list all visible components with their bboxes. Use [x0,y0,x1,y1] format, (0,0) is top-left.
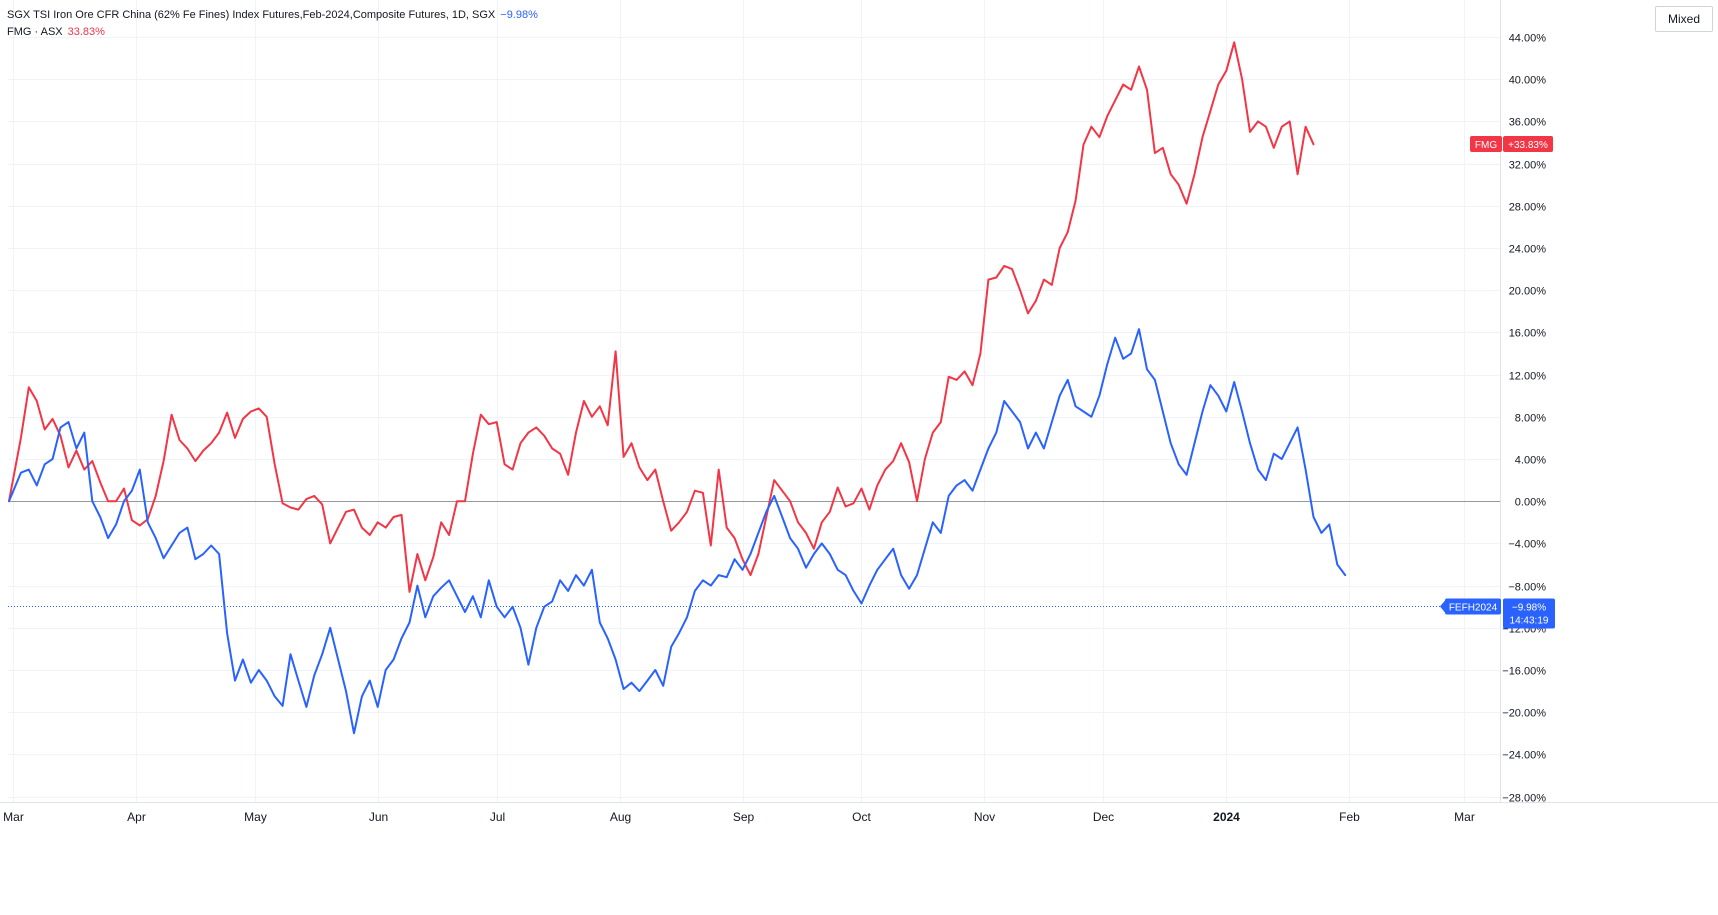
legend-iron-ore-change: −9.98% [500,9,538,21]
y-tick-label: 0.00% [1515,497,1546,509]
x-tick-label: 2024 [1213,810,1240,824]
x-tick-label: Oct [852,810,871,824]
scale-mode-button[interactable]: Mixed [1655,6,1713,32]
legend-fmg-title: FMG · ASX [7,26,63,38]
x-tick-label: Nov [974,810,995,824]
x-tick-label: Sep [733,810,755,824]
y-tick-label: 28.00% [1509,202,1547,214]
fmg-name-tag-text: FMG [1475,140,1497,151]
series-lines [8,41,1347,735]
y-tick-label: 16.00% [1509,328,1547,340]
y-tick-label: 24.00% [1509,244,1547,256]
time-scale: Mar Apr May Jun Jul Aug Sep Oct Nov Dec 2024 Feb Mar [0,802,1718,824]
x-tick-label: Feb [1339,810,1360,824]
last-value-labels: FMG +33.83% FEFH2024 −9.98% 14:43:19 [8,136,1555,629]
price-scale: 44.00% 40.00% 36.00% 32.00% 28.00% 24.00% 20.0… [1500,0,1547,805]
fmg-value-tag-text: +33.83% [1508,140,1548,151]
fef-value-tag-text: −9.98% [1512,603,1546,614]
x-tick-label: Aug [610,810,631,824]
x-tick-label: Mar [1454,810,1475,824]
fef-name-tag-text: FEFH2024 [1449,603,1498,614]
y-tick-label: −8.00% [1508,582,1546,594]
legend-series-iron-ore[interactable]: SGX TSI Iron Ore CFR China (62% Fe Fines… [7,9,538,21]
y-tick-label: −16.00% [1502,666,1546,678]
x-tick-label: Apr [127,810,146,824]
y-tick-label: −28.00% [1502,793,1546,805]
y-tick-label: −4.00% [1508,539,1546,551]
legend-series-fmg[interactable]: FMG · ASX 33.83% [7,26,105,38]
series-line-iron-ore[interactable] [8,328,1347,735]
y-tick-label: 12.00% [1509,371,1547,383]
series-line-fmg[interactable] [8,41,1315,593]
y-tick-label: 32.00% [1509,160,1547,172]
legend-fmg-change: 33.83% [67,26,105,38]
x-tick-label: May [244,810,267,824]
x-tick-label: Dec [1093,810,1114,824]
grid [8,0,1500,802]
x-tick-label: Mar [3,810,24,824]
fef-countdown-text: 14:43:19 [1510,616,1549,627]
fef-pointer [1440,600,1445,613]
x-tick-label: Jun [369,810,388,824]
fmg-value-tag [1503,136,1553,152]
y-tick-label: 20.00% [1509,286,1547,298]
fef-name-tag [1445,598,1501,615]
y-tick-label: −20.00% [1502,708,1546,720]
legend-iron-ore-title: SGX TSI Iron Ore CFR China (62% Fe Fines… [7,9,496,21]
y-tick-label: 4.00% [1515,455,1546,467]
y-tick-label: 44.00% [1509,33,1547,45]
y-tick-label: 40.00% [1509,75,1547,87]
fef-value-tag [1503,598,1555,629]
y-tick-label: 8.00% [1515,413,1546,425]
y-tick-label: −24.00% [1502,750,1546,762]
y-tick-label: 36.00% [1509,117,1547,129]
fmg-name-tag [1470,136,1502,152]
x-tick-label: Jul [490,810,505,824]
